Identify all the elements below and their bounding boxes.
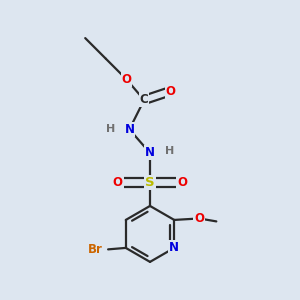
Text: O: O xyxy=(194,212,204,225)
Text: S: S xyxy=(145,176,155,189)
Text: O: O xyxy=(166,85,176,98)
Text: H: H xyxy=(106,124,115,134)
Text: H: H xyxy=(164,146,174,156)
Text: O: O xyxy=(177,176,188,189)
Text: O: O xyxy=(122,73,131,86)
Text: N: N xyxy=(145,146,155,159)
Text: O: O xyxy=(112,176,123,189)
Text: C: C xyxy=(140,93,148,106)
Text: N: N xyxy=(169,242,179,254)
Text: N: N xyxy=(124,123,134,136)
Text: Br: Br xyxy=(88,243,103,256)
